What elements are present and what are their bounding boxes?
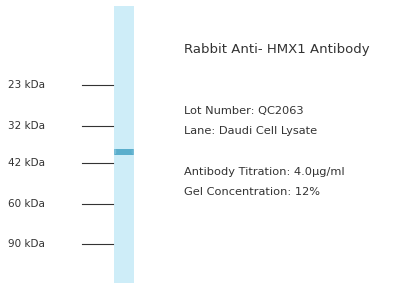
- Bar: [114, 149, 115, 155]
- Text: 32 kDa: 32 kDa: [8, 121, 45, 131]
- Bar: [132, 149, 133, 154]
- Text: Rabbit Anti- HMX1 Antibody: Rabbit Anti- HMX1 Antibody: [184, 43, 370, 55]
- Text: Antibody Titration: 4.0μg/ml: Antibody Titration: 4.0μg/ml: [184, 167, 345, 177]
- Bar: [114, 149, 134, 155]
- Bar: [115, 149, 116, 154]
- Bar: [131, 150, 132, 153]
- Bar: [114, 6, 134, 283]
- Bar: [116, 150, 117, 153]
- Text: Gel Concentration: 12%: Gel Concentration: 12%: [184, 187, 320, 197]
- Bar: [133, 149, 134, 155]
- Text: Lane: Daudi Cell Lysate: Lane: Daudi Cell Lysate: [184, 127, 317, 136]
- Text: 42 kDa: 42 kDa: [8, 158, 45, 168]
- Text: 90 kDa: 90 kDa: [8, 239, 45, 249]
- Text: Lot Number: QC2063: Lot Number: QC2063: [184, 106, 304, 116]
- Text: 23 kDa: 23 kDa: [8, 80, 45, 90]
- Text: 60 kDa: 60 kDa: [8, 199, 45, 209]
